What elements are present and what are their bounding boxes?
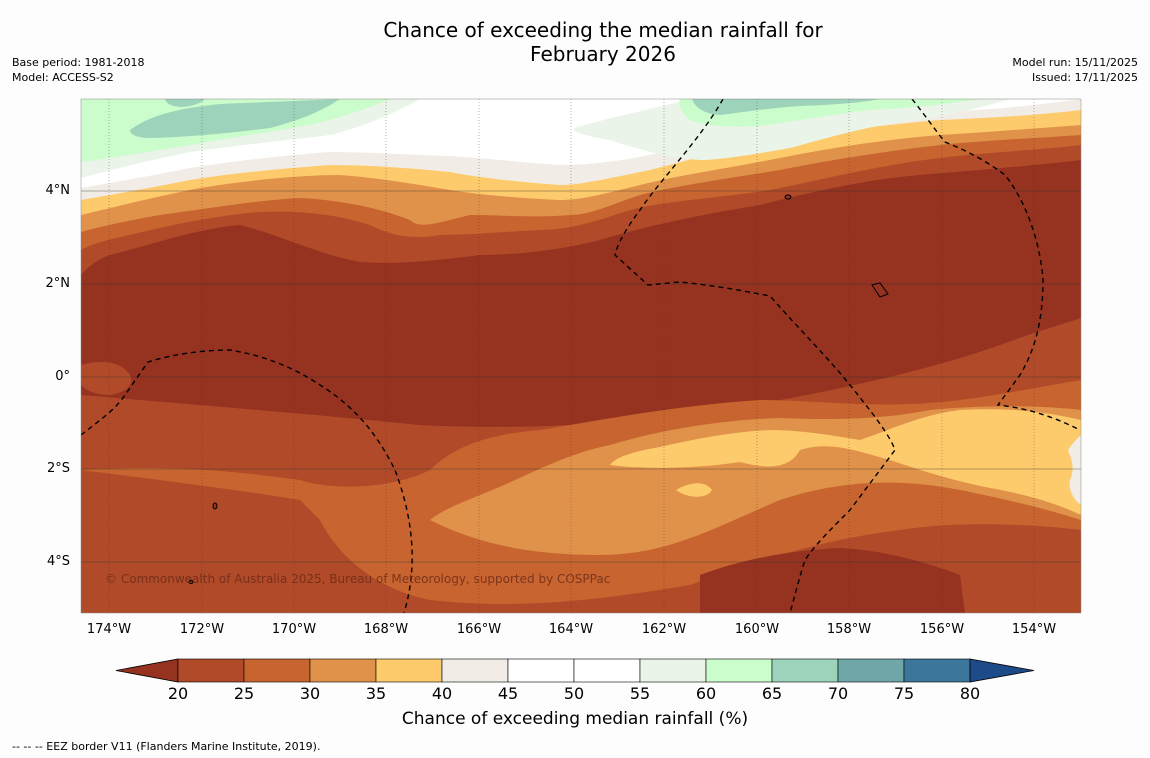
patch-30-small	[339, 487, 367, 522]
eez-footnote: -- -- -- EEZ border V11 (Flanders Marine…	[12, 740, 321, 753]
lon-label: 166°W	[456, 622, 502, 637]
colorbar-tick-label: 60	[695, 684, 717, 703]
model-name: Model: ACCESS-S2	[12, 71, 114, 84]
lon-label: 170°W	[271, 622, 317, 637]
north-region-65	[130, 99, 340, 138]
colorbar-tick-label: 45	[497, 684, 519, 703]
colorbar-tick-label: 55	[629, 684, 651, 703]
colorbar-swatch	[573, 658, 641, 683]
lon-label: 156°W	[919, 622, 965, 637]
colorbar-swatch	[771, 658, 839, 683]
lat-label: 4°N	[45, 183, 71, 198]
colorbar-tick-label: 25	[233, 684, 255, 703]
colorbar-tick-label: 70	[827, 684, 849, 703]
eez-borders	[81, 99, 1081, 613]
colorbar-tick-label: 65	[761, 684, 783, 703]
colorbar-swatch	[639, 658, 707, 683]
north-region-65c	[165, 99, 205, 107]
colorbar-tick-label: 50	[563, 684, 585, 703]
colorbar-tick-label: 75	[893, 684, 915, 703]
lon-label: 164°W	[548, 622, 594, 637]
meta-left: Base period: 1981-2018 Model: ACCESS-S2	[12, 55, 144, 85]
colorbar-arrow-low	[115, 658, 179, 683]
colorbar-swatch	[441, 658, 509, 683]
colorbar-tick-label: 20	[167, 684, 189, 703]
colorbar-title: Chance of exceeding median rainfall (%)	[401, 709, 749, 729]
lon-label: 174°W	[86, 622, 132, 637]
islands	[188, 194, 889, 584]
north-region-55b	[573, 99, 1010, 160]
west-patch-25	[81, 362, 132, 395]
meta-right: Model run: 15/11/2025 Issued: 17/11/2025	[1012, 55, 1138, 85]
north-region-65b	[692, 99, 880, 115]
lat-label: 2°N	[45, 276, 71, 291]
colorbar	[115, 658, 1035, 683]
patch-20-south	[700, 548, 965, 613]
lat-label: 4°S	[46, 554, 70, 569]
colorbar-arrow-high	[969, 658, 1035, 683]
colorbar-swatch	[903, 658, 971, 683]
base-period: Base period: 1981-2018	[12, 56, 145, 69]
colorbar-swatch	[177, 658, 245, 683]
south-region-40b	[676, 483, 712, 497]
lat-label: 2°S	[46, 461, 70, 476]
map-title: Chance of exceeding the median rainfall …	[383, 18, 823, 66]
lon-label: 154°W	[1011, 622, 1057, 637]
colorbar-tick-label: 40	[431, 684, 453, 703]
colorbar-swatch	[837, 658, 905, 683]
colorbar-swatch	[309, 658, 377, 683]
model-run: Model run: 15/11/2025	[1012, 56, 1138, 69]
lon-label: 158°W	[826, 622, 872, 637]
colorbar-swatch	[705, 658, 773, 683]
colorbar-swatch	[507, 658, 575, 683]
lon-label: 168°W	[363, 622, 409, 637]
colorbar-tick-label: 35	[365, 684, 387, 703]
copyright-notice: © Commonwealth of Australia 2025, Bureau…	[105, 572, 611, 586]
colorbar-tick-label: 30	[299, 684, 321, 703]
south-region-40	[610, 409, 1081, 515]
lon-label: 172°W	[179, 622, 225, 637]
lon-label: 160°W	[734, 622, 780, 637]
colorbar-swatch	[375, 658, 443, 683]
issued-date: Issued: 17/11/2025	[1031, 71, 1138, 84]
colorbar-swatch	[243, 658, 311, 683]
lon-label: 162°W	[641, 622, 687, 637]
colorbar-tick-label: 80	[959, 684, 981, 703]
lat-label: 0°	[55, 369, 70, 384]
south-region-45	[1068, 435, 1081, 505]
